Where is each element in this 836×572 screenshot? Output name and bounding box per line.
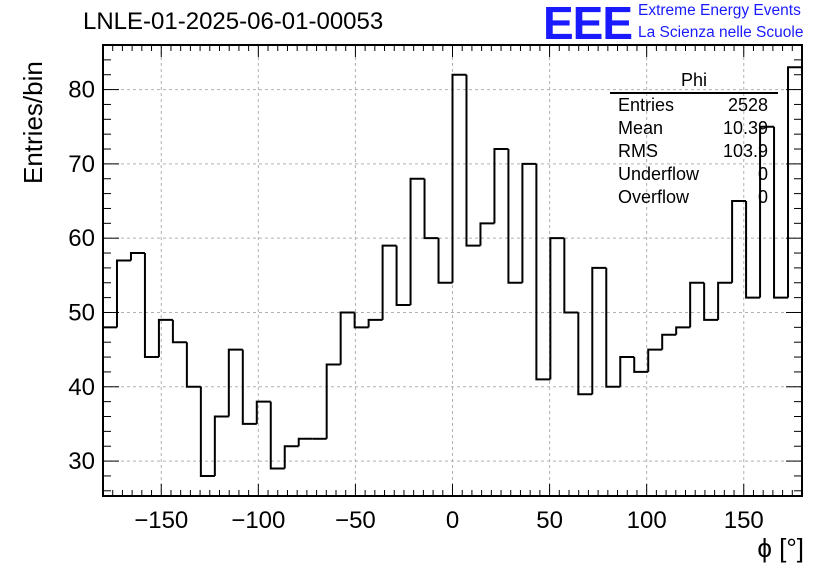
stats-title: Phi bbox=[610, 70, 778, 94]
histogram-bin bbox=[255, 400, 271, 424]
histogram-bin bbox=[283, 445, 299, 469]
histogram-bin bbox=[493, 148, 509, 224]
stats-value: 10.39 bbox=[722, 118, 768, 138]
x-tick-label: −100 bbox=[231, 507, 285, 534]
histogram-bin bbox=[535, 163, 551, 381]
x-axis-label: ϕ [°] bbox=[757, 533, 804, 563]
axis-ticks bbox=[103, 44, 802, 496]
histogram-bin bbox=[199, 386, 215, 477]
histogram-bin bbox=[381, 244, 397, 320]
histogram-bin bbox=[507, 149, 523, 284]
stats-value: 0 bbox=[757, 164, 768, 184]
eee-logo: EEE bbox=[543, 0, 633, 49]
y-tick-label: 70 bbox=[68, 151, 95, 178]
histogram-bin bbox=[241, 349, 257, 425]
histogram-bin bbox=[171, 319, 187, 344]
histogram-bin bbox=[521, 162, 537, 283]
histogram-bin bbox=[605, 267, 621, 388]
stats-value: 0 bbox=[757, 187, 768, 207]
y-tick-label: 50 bbox=[68, 299, 95, 326]
histogram-bin bbox=[269, 401, 285, 470]
histogram-bin bbox=[115, 259, 131, 328]
x-tick-label: 100 bbox=[627, 507, 667, 534]
stats-label: RMS bbox=[618, 141, 658, 161]
y-tick-label: 80 bbox=[68, 77, 95, 104]
logo-text-line2: La Scienza nelle Scuole bbox=[638, 24, 804, 41]
histogram-bin bbox=[325, 363, 341, 439]
histogram-bin bbox=[157, 318, 173, 358]
stats-row-rms: RMS 103.9 bbox=[610, 140, 778, 163]
histogram-bin bbox=[773, 126, 789, 299]
histogram-bin bbox=[661, 333, 677, 350]
stats-value: 103.9 bbox=[722, 141, 768, 161]
stats-value: 2528 bbox=[727, 95, 768, 115]
stats-label: Entries bbox=[618, 95, 675, 115]
stats-row-entries: Entries 2528 bbox=[610, 94, 778, 117]
histogram-bin bbox=[689, 281, 705, 328]
histogram-bin bbox=[731, 200, 747, 283]
histogram-bin bbox=[647, 348, 663, 372]
stats-row-overflow: Overflow 0 bbox=[610, 186, 778, 209]
histogram-bin bbox=[717, 281, 733, 320]
x-tick-label: −150 bbox=[134, 507, 188, 534]
y-tick-label: 30 bbox=[68, 448, 95, 475]
histogram-bin bbox=[549, 237, 565, 380]
histogram-bin bbox=[227, 348, 243, 417]
stats-label: Overflow bbox=[618, 187, 690, 207]
histogram-bin bbox=[437, 238, 453, 284]
histogram-bin bbox=[675, 326, 691, 335]
y-tick-label: 40 bbox=[68, 374, 95, 401]
histogram-bin bbox=[143, 253, 159, 359]
histogram-bin bbox=[423, 178, 439, 240]
histogram-bin bbox=[185, 342, 201, 388]
histogram-bin bbox=[563, 238, 579, 314]
y-tick-label: 60 bbox=[68, 225, 95, 252]
histogram-bin bbox=[787, 66, 802, 298]
histogram-bin bbox=[633, 357, 649, 373]
histogram-bin bbox=[213, 415, 229, 476]
histogram-bin bbox=[479, 222, 495, 246]
histogram-bin bbox=[409, 177, 425, 306]
chart-title: LNLE-01-2025-06-01-00053 bbox=[83, 8, 384, 35]
histogram-bin bbox=[353, 312, 369, 329]
histogram-bin bbox=[745, 201, 761, 299]
x-tick-label: 150 bbox=[724, 507, 764, 534]
stats-label: Underflow bbox=[618, 164, 700, 184]
stats-label: Mean bbox=[618, 118, 664, 138]
histogram-bin bbox=[465, 74, 481, 247]
tick-labels: −150 −100 −50 0 50 100 150 30 40 50 60 70 80 bbox=[68, 77, 763, 534]
x-tick-label: −50 bbox=[335, 507, 376, 534]
x-tick-label: 50 bbox=[536, 507, 563, 534]
histogram-bin bbox=[759, 125, 775, 298]
histogram-bin bbox=[577, 312, 593, 396]
histogram-bin bbox=[297, 437, 313, 447]
stats-row-mean: Mean 10.39 bbox=[610, 117, 778, 140]
histogram-bin bbox=[129, 252, 145, 261]
histogram-bin bbox=[395, 245, 411, 307]
histogram-bin bbox=[451, 73, 467, 283]
y-axis-label: Entries/bin bbox=[18, 61, 48, 184]
histogram-bin bbox=[339, 311, 355, 365]
histogram-bin bbox=[591, 266, 607, 395]
histogram-bin bbox=[703, 282, 719, 321]
x-tick-label: 0 bbox=[446, 507, 459, 534]
stats-box: Phi Entries 2528 Mean 10.39 RMS 103.9 Un… bbox=[610, 70, 778, 209]
logo-text-line1: Extreme Energy Events bbox=[638, 2, 801, 19]
histogram-bin bbox=[367, 318, 383, 328]
stats-row-underflow: Underflow 0 bbox=[610, 163, 778, 186]
histogram-bins bbox=[103, 66, 802, 477]
histogram-bin bbox=[619, 356, 635, 387]
